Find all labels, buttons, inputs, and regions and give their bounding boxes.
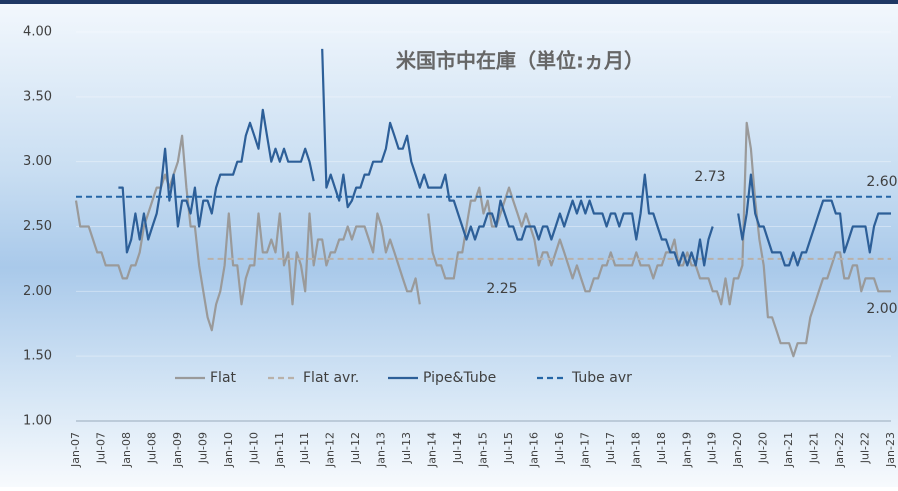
- x-tick-label: Jan-14: [426, 432, 439, 468]
- x-tick-label: Jul-22: [859, 432, 872, 464]
- chart-title: 米国市中在庫（単位:ヵ月）: [396, 49, 644, 73]
- x-tick-label: Jan-17: [578, 432, 591, 468]
- legend-label: Flat: [210, 370, 237, 386]
- x-tick-label: Jul-17: [604, 432, 617, 464]
- y-tick-label: 1.00: [23, 414, 52, 429]
- x-tick-label: Jan-22: [833, 432, 846, 468]
- x-tick-label: Jul-19: [706, 432, 719, 464]
- y-tick-label: 2.50: [23, 219, 52, 234]
- y-tick-label: 2.00: [23, 284, 52, 299]
- x-tick-label: Jan-21: [782, 432, 795, 468]
- x-tick-label: Jan-16: [527, 432, 540, 468]
- x-tick-label: Jan-20: [731, 432, 744, 468]
- x-tick-label: Jan-08: [120, 432, 133, 468]
- x-tick-label: Jul-14: [451, 432, 464, 464]
- x-tick-label: Jan-13: [375, 432, 388, 468]
- y-tick-label: 3.00: [23, 154, 52, 169]
- x-tick-label: Jul-12: [349, 432, 362, 464]
- y-tick-label: 4.00: [23, 25, 52, 40]
- x-tick-label: Jan-23: [884, 432, 897, 468]
- x-tick-label: Jan-10: [222, 432, 235, 468]
- x-tick-label: Jan-15: [477, 432, 490, 468]
- y-tick-label: 1.50: [23, 349, 52, 364]
- x-tick-label: Jul-18: [655, 432, 668, 464]
- x-tick-label: Jul-21: [808, 432, 821, 464]
- x-tick-label: Jul-09: [196, 432, 209, 464]
- series-line: [118, 48, 891, 267]
- x-tick-label: Jan-12: [324, 432, 337, 468]
- x-tick-label: Jul-10: [247, 432, 260, 464]
- x-tick-label: Jul-15: [502, 432, 515, 464]
- x-tick-label: Jan-09: [171, 432, 184, 468]
- annotation: 2.00: [866, 301, 897, 317]
- legend-label: Tube avr: [571, 370, 632, 386]
- x-tick-label: Jul-13: [400, 432, 413, 464]
- x-tick-label: Jul-11: [298, 432, 311, 464]
- annotation: 2.73: [694, 169, 725, 185]
- x-tick-label: Jul-16: [553, 432, 566, 464]
- legend-label: Flat avr.: [303, 370, 359, 386]
- legend-label: Pipe&Tube: [423, 370, 496, 386]
- x-tick-label: Jul-07: [94, 432, 107, 464]
- x-tick-label: Jan-11: [273, 432, 286, 468]
- x-tick-label: Jan-19: [680, 432, 693, 468]
- series-line: [74, 121, 891, 358]
- x-tick-label: Jan-07: [69, 432, 82, 468]
- x-tick-label: Jan-18: [629, 432, 642, 468]
- top-bar: [0, 0, 898, 4]
- y-tick-label: 3.50: [23, 89, 52, 104]
- annotation: 2.60: [866, 174, 897, 190]
- annotation: 2.25: [486, 281, 517, 297]
- x-tick-label: Jul-08: [145, 432, 158, 464]
- x-tick-label: Jul-20: [757, 432, 770, 464]
